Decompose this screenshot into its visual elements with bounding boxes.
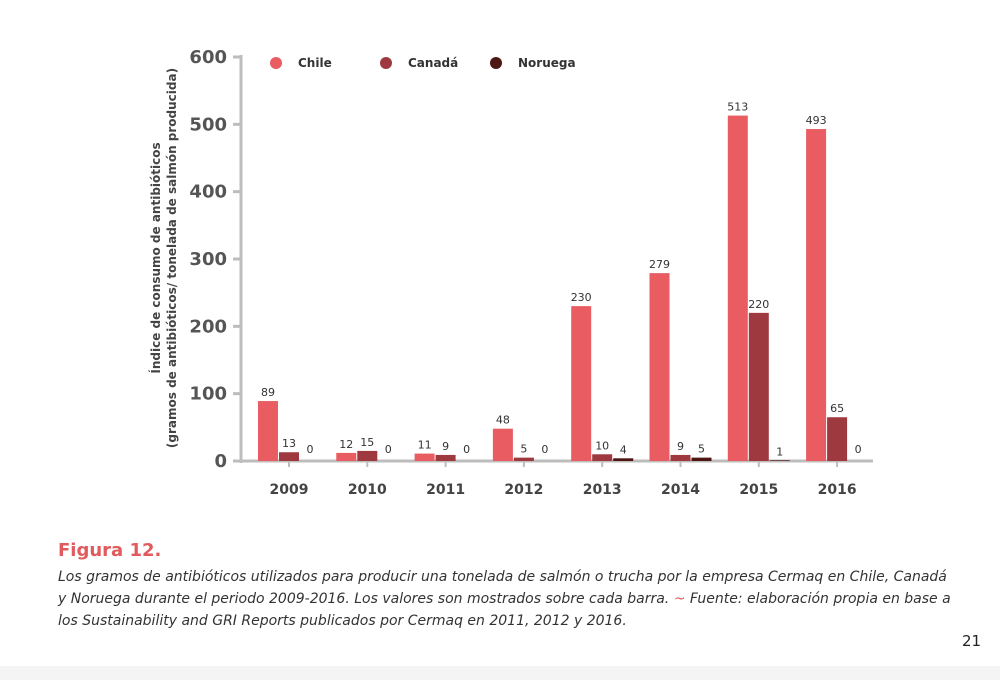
y-tick-label: 200 (189, 316, 227, 337)
data-label: 15 (360, 436, 374, 449)
legend: Chile Canadá Noruega (270, 56, 576, 70)
x-tick-label: 2011 (426, 482, 465, 498)
x-tick-label: 2013 (583, 482, 622, 498)
data-label: 12 (339, 438, 353, 451)
y-axis-label-line2: (gramos de antibióticos/ tonelada de sal… (165, 68, 179, 448)
bar-chile (258, 401, 278, 461)
y-axis-label-line1: Índice de consumo de antibióticos (148, 142, 163, 373)
caption-source: Fuente: elaboración propia en base a los… (58, 591, 951, 629)
x-tick-label: 2014 (661, 482, 700, 498)
data-label: 0 (541, 443, 548, 456)
legend-label: Canadá (408, 56, 458, 70)
legend-label: Noruega (518, 56, 576, 70)
bar-chile (727, 115, 748, 461)
data-label: 279 (649, 258, 670, 271)
data-label: 5 (698, 443, 705, 456)
bar-canadá (357, 450, 378, 461)
bar-noruega (769, 460, 790, 461)
caption-tilde: ~ (673, 591, 686, 607)
page-number: 21 (962, 632, 982, 650)
bar-chile (492, 428, 513, 461)
legend-marker (380, 57, 392, 69)
data-label: 220 (748, 298, 769, 311)
data-label: 11 (418, 439, 432, 452)
data-label: 0 (385, 443, 392, 456)
bar-noruega (613, 458, 634, 461)
legend-marker (270, 57, 282, 69)
data-label: 230 (571, 291, 592, 304)
x-tick-label: 2015 (739, 482, 778, 498)
data-label: 4 (620, 443, 627, 456)
bar-canadá (435, 454, 456, 461)
caption-text: Los gramos de antibióticos utilizados pa… (58, 569, 947, 607)
data-label: 48 (496, 414, 510, 427)
x-tick-label: 2016 (818, 482, 857, 498)
y-tick-label: 0 (214, 451, 227, 472)
data-label: 513 (727, 101, 748, 114)
data-label: 5 (520, 443, 527, 456)
data-label: 10 (595, 439, 609, 452)
bar-canadá (592, 454, 613, 461)
bar-chart: Índice de consumo de antibióticos (gramo… (148, 47, 873, 498)
bars: 89 13 0 12 15 0 11 9 0 48 5 0 230 10 4 279 9 5 513 220 1 493 6… (258, 101, 862, 461)
bar-chile (649, 273, 670, 461)
bar-chile (414, 453, 435, 461)
data-label: 65 (830, 402, 844, 415)
bar-canadá (279, 452, 299, 461)
data-label: 9 (677, 440, 684, 453)
data-label: 0 (463, 443, 470, 456)
y-axis-label: Índice de consumo de antibióticos (gramo… (148, 68, 179, 448)
bar-chile (336, 452, 357, 461)
data-label: 1 (776, 445, 783, 458)
bar-noruega (691, 457, 712, 461)
legend-label: Chile (298, 56, 332, 70)
y-tick-label: 100 (189, 384, 227, 405)
data-label: 493 (806, 114, 827, 127)
figure-caption: Los gramos de antibióticos utilizados pa… (58, 566, 958, 632)
y-tick-label: 500 (189, 114, 227, 135)
data-label: 0 (307, 443, 314, 456)
data-label: 89 (261, 386, 275, 399)
bar-canadá (827, 417, 848, 461)
x-tick-label: 2009 (270, 482, 309, 498)
data-label: 13 (282, 437, 296, 450)
bar-chile (806, 129, 827, 461)
bar-canadá (670, 454, 691, 461)
data-label: 9 (442, 440, 449, 453)
y-tick-label: 300 (189, 249, 227, 270)
data-label: 0 (855, 443, 862, 456)
bar-canadá (513, 457, 534, 461)
bar-chile (571, 306, 592, 461)
y-tick-label: 400 (189, 182, 227, 203)
y-tick-label: 600 (189, 47, 227, 68)
x-tick-label: 2010 (348, 482, 387, 498)
bar-canadá (748, 312, 769, 461)
figure-title: Figura 12. (58, 540, 162, 561)
page-footer-band (0, 666, 1000, 680)
legend-marker (490, 57, 502, 69)
x-tick-label: 2012 (504, 482, 543, 498)
